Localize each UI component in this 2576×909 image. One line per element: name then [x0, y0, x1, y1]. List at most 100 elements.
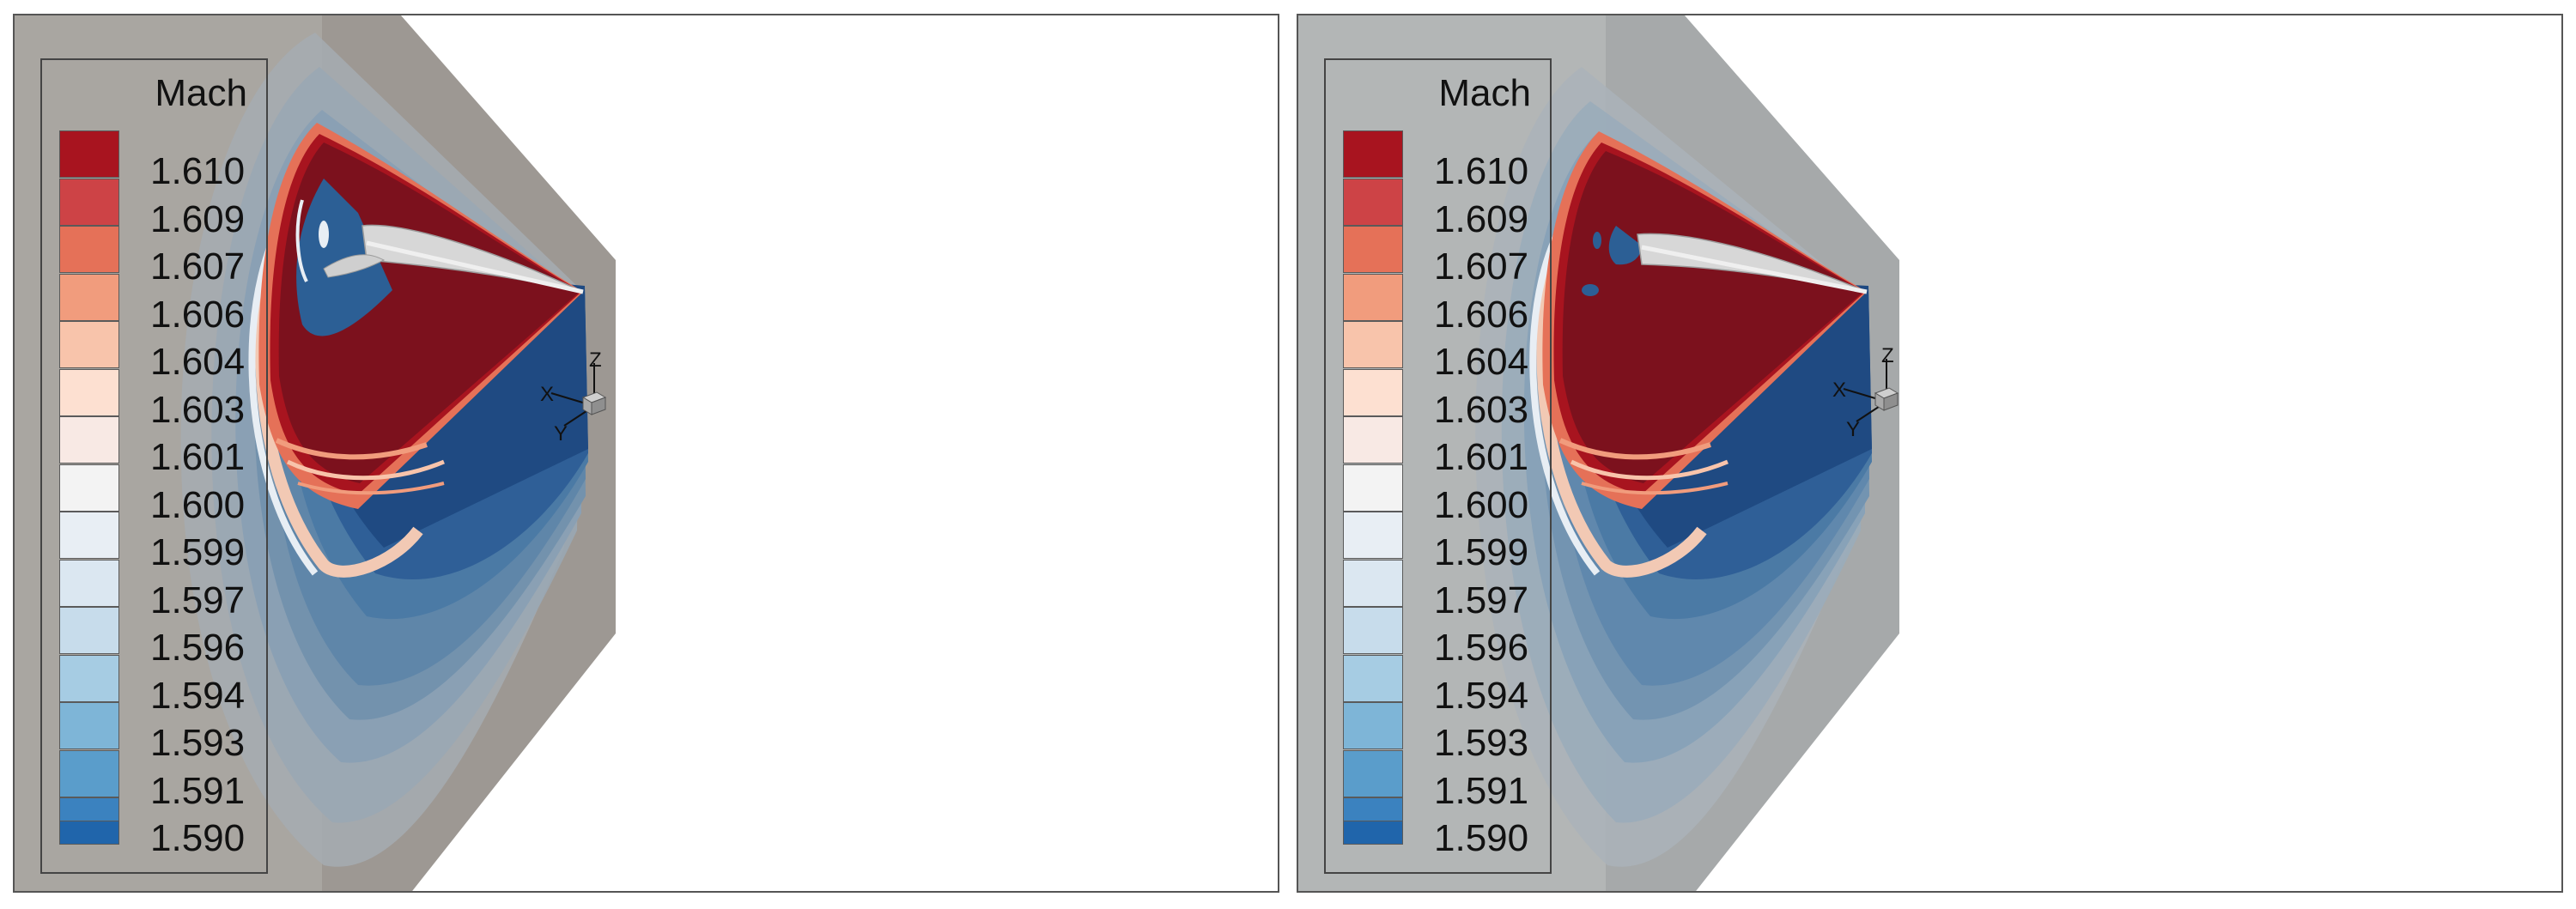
legend-swatch	[1343, 607, 1403, 654]
legend-label: 1.593	[1434, 722, 1529, 764]
color-legend: Mach 1.610 1.609 1.607 1.606 1.604 1.603 1.601…	[40, 58, 268, 874]
legend-label: 1.600	[1434, 483, 1529, 526]
legend-label: 1.599	[1434, 531, 1529, 573]
legend-label: 1.601	[150, 436, 246, 478]
legend-row: 1.591	[1343, 749, 1540, 812]
legend-swatch	[59, 512, 119, 559]
legend-row: 1.593	[59, 702, 257, 764]
legend-title: Mach	[155, 72, 247, 114]
legend-label: 1.610	[1434, 150, 1529, 192]
legend-label: 1.593	[150, 722, 246, 764]
legend-swatch-bottom	[1343, 821, 1403, 845]
legend-label: 1.604	[1434, 341, 1529, 383]
legend-row: 1.610	[1343, 130, 1540, 192]
legend-row: 1.594	[59, 654, 257, 717]
legend-label: 1.610	[150, 150, 246, 192]
legend-row: 1.593	[1343, 702, 1540, 764]
legend-label: 1.606	[1434, 293, 1529, 336]
legend-label: 1.596	[1434, 627, 1529, 669]
legend-swatch	[1343, 130, 1403, 178]
legend-row: 1.601	[59, 416, 257, 478]
legend-label: 1.609	[150, 197, 246, 240]
legend-swatch	[1343, 368, 1403, 416]
legend-swatch	[1343, 749, 1403, 797]
legend-swatch	[1343, 559, 1403, 607]
axis-label-x: X	[540, 383, 555, 406]
legend-row: 1.609	[1343, 178, 1540, 240]
legend-swatch	[1343, 702, 1403, 749]
legend-row: 1.610	[59, 130, 257, 192]
legend-label: 1.597	[1434, 579, 1529, 621]
legend-swatch	[1343, 654, 1403, 702]
legend-label: 1.607	[150, 245, 246, 288]
legend-swatch	[59, 702, 119, 749]
legend-label: 1.604	[150, 341, 246, 383]
legend-row: 1.606	[1343, 273, 1540, 336]
legend-row: 1.599	[59, 512, 257, 573]
legend-row: 1.600	[1343, 464, 1540, 526]
legend-row: 1.591	[59, 749, 257, 812]
legend-row: 1.597	[1343, 559, 1540, 621]
legend-row: 1.604	[1343, 321, 1540, 383]
legend-row: 1.607	[59, 226, 257, 288]
legend-label: 1.603	[1434, 388, 1529, 431]
legend-title: Mach	[1438, 72, 1531, 114]
legend-swatch	[59, 654, 119, 702]
legend-label: 1.607	[1434, 245, 1529, 288]
legend-swatch	[1343, 416, 1403, 464]
legend-row: 1.596	[59, 607, 257, 669]
axis-triad	[550, 363, 607, 427]
legend-label: 1.609	[1434, 197, 1529, 240]
mach-contour-field	[15, 15, 1278, 891]
legend-label: 1.594	[150, 674, 246, 717]
legend-swatch	[59, 464, 119, 512]
axis-label-x: X	[1832, 379, 1847, 402]
legend-swatch	[59, 226, 119, 273]
legend-label: 1.596	[150, 627, 246, 669]
legend-swatch	[1343, 178, 1403, 226]
legend-swatch	[1343, 512, 1403, 559]
legend-swatch	[59, 321, 119, 368]
axis-triad	[1843, 359, 1899, 422]
legend-row: 1.596	[1343, 607, 1540, 669]
legend-row: 1.594	[1343, 654, 1540, 717]
legend-swatch	[1343, 321, 1403, 368]
legend-swatch	[59, 749, 119, 797]
axis-label-z: Z	[1881, 344, 1894, 367]
legend-label: 1.591	[150, 769, 246, 812]
legend-label: 1.590	[1434, 817, 1529, 859]
legend-label: 1.597	[150, 579, 246, 621]
legend-row: 1.607	[1343, 226, 1540, 288]
legend-swatch	[1343, 226, 1403, 273]
legend-label: 1.603	[150, 388, 246, 431]
contour-plot-left: Mach 1.610 1.609 1.607 1.606 1.604 1.603 1.601…	[13, 14, 1279, 893]
legend-swatch	[59, 607, 119, 654]
legend-swatch	[59, 368, 119, 416]
legend-swatch-bottom	[59, 821, 119, 845]
legend-label: 1.590	[150, 817, 246, 859]
color-legend: Mach 1.610 1.609 1.607 1.606 1.604 1.603 1.601…	[1324, 58, 1552, 874]
contour-plot-right: Mach 1.610 1.609 1.607 1.606 1.604 1.603 1.601…	[1297, 14, 2563, 893]
legend-row: 1.600	[59, 464, 257, 526]
legend-swatch	[59, 559, 119, 607]
legend-swatch	[59, 416, 119, 464]
mach-contour-field	[1298, 15, 2561, 891]
legend-label: 1.600	[150, 483, 246, 526]
legend-row: 1.603	[59, 368, 257, 431]
axis-label-z: Z	[589, 348, 602, 372]
axis-label-y: Y	[1846, 418, 1861, 441]
legend-label: 1.606	[150, 293, 246, 336]
legend-row: 1.603	[1343, 368, 1540, 431]
legend-row: 1.601	[1343, 416, 1540, 478]
legend-row: 1.604	[59, 321, 257, 383]
legend-swatch	[59, 273, 119, 321]
axis-label-y: Y	[554, 422, 568, 445]
legend-row: 1.606	[59, 273, 257, 336]
legend-label: 1.601	[1434, 436, 1529, 478]
legend-label: 1.591	[1434, 769, 1529, 812]
legend-swatch	[1343, 464, 1403, 512]
legend-row: 1.609	[59, 178, 257, 240]
legend-swatch	[59, 130, 119, 178]
legend-swatch	[59, 178, 119, 226]
legend-label: 1.594	[1434, 674, 1529, 717]
